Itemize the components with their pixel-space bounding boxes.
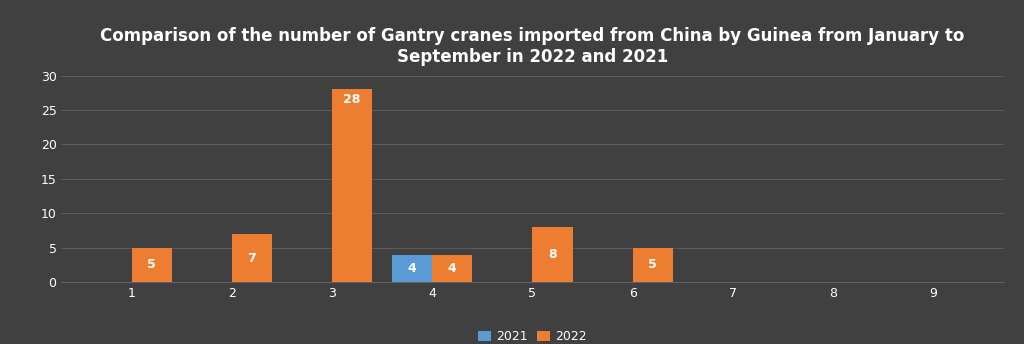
Bar <box>231 234 272 282</box>
Bar <box>132 248 172 282</box>
Title: Comparison of the number of Gantry cranes imported from China by Guinea from Jan: Comparison of the number of Gantry crane… <box>100 27 965 66</box>
Bar <box>633 248 673 282</box>
Legend: 2021, 2022: 2021, 2022 <box>473 325 592 344</box>
Text: 28: 28 <box>343 93 360 106</box>
Text: 5: 5 <box>147 258 156 271</box>
Bar <box>432 255 472 282</box>
Bar <box>332 89 372 282</box>
Text: 4: 4 <box>408 262 417 275</box>
Text: 8: 8 <box>548 248 557 261</box>
Text: 7: 7 <box>248 251 256 265</box>
Bar <box>532 227 572 282</box>
Bar <box>392 255 432 282</box>
Text: 4: 4 <box>447 262 457 275</box>
Text: 5: 5 <box>648 258 657 271</box>
